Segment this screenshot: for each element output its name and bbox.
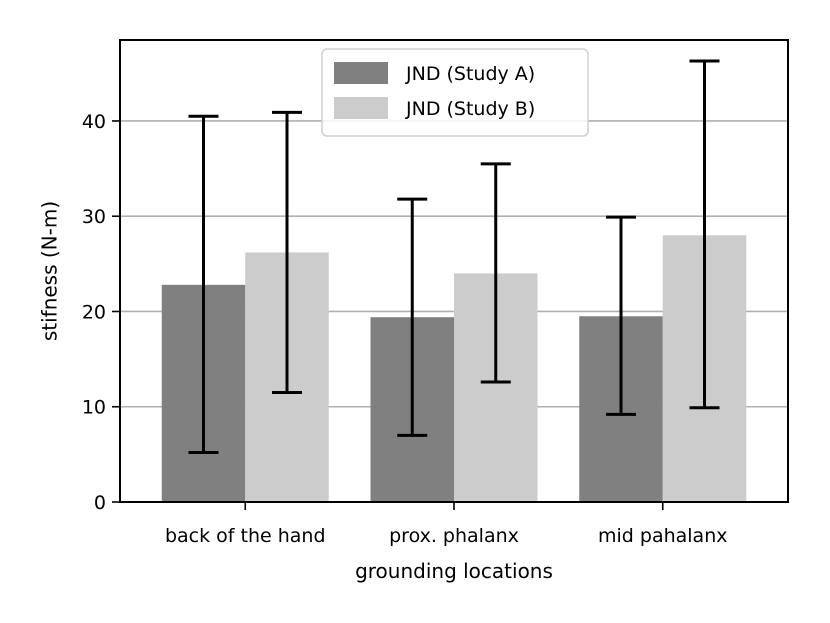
y-tick-label-40: 40 <box>82 111 106 133</box>
error-bars-layer <box>188 59 720 454</box>
bars-layer <box>161 235 747 502</box>
y-axis-ticks: 0 10 20 30 40 <box>82 111 120 514</box>
legend-label-jnd-study-b: JND (Study B) <box>405 98 535 120</box>
y-axis-label: stifness (N-m) <box>38 201 62 341</box>
legend: JND (Study A) JND (Study B) <box>321 48 589 137</box>
x-tick-label-back-of-the-hand: back of the hand <box>165 525 326 547</box>
y-tick-label-10: 10 <box>82 397 106 419</box>
legend-box <box>321 48 589 137</box>
legend-swatch-jnd-study-a <box>334 62 388 84</box>
x-tick-label-mid-pahalanx: mid pahalanx <box>598 525 727 547</box>
x-tick-label-prox-phalanx: prox. phalanx <box>389 525 519 547</box>
x-axis-label: grounding locations <box>355 559 553 583</box>
y-tick-label-30: 30 <box>82 206 106 228</box>
y-tick-label-20: 20 <box>82 301 106 323</box>
legend-swatch-jnd-study-b <box>334 97 388 119</box>
y-tick-label-0: 0 <box>94 492 106 514</box>
legend-label-jnd-study-a: JND (Study A) <box>405 63 535 85</box>
x-axis-ticks: back of the hand prox. phalanx mid pahalan… <box>165 502 727 547</box>
